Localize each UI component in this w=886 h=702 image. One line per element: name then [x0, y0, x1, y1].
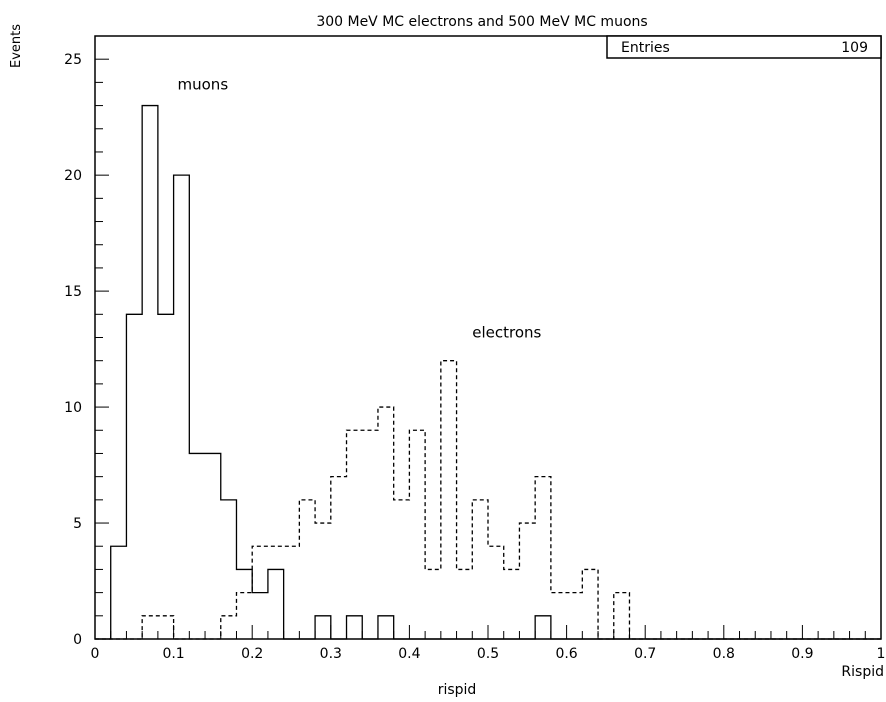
- histogram-bin: [582, 569, 598, 639]
- x-tick-label: 0: [91, 646, 100, 662]
- histogram-bin: [142, 106, 158, 639]
- y-tick-label: 0: [73, 632, 82, 648]
- histogram-bin: [409, 430, 425, 639]
- stats-box: Entries 109: [606, 35, 882, 59]
- x-tick-label: 0.8: [713, 646, 735, 662]
- histogram-bin: [331, 477, 347, 639]
- histogram-bin: [551, 593, 567, 639]
- x-axis-label: rispid: [438, 682, 477, 698]
- y-tick-label: 10: [64, 400, 82, 416]
- y-tick-label: 15: [64, 284, 82, 300]
- y-axis-label: Events: [9, 24, 24, 68]
- histogram-bin: [268, 546, 284, 639]
- x-tick-label: 0.5: [477, 646, 499, 662]
- histogram-bin: [519, 523, 535, 639]
- histogram-bin: [394, 500, 410, 639]
- series-outline: [95, 360, 881, 640]
- annotation-layer: muons electrons: [178, 75, 542, 341]
- histogram-bin: [441, 361, 457, 639]
- histogram-bin: [174, 175, 190, 639]
- histogram-bin: [236, 593, 252, 639]
- stats-box-value: 109: [841, 40, 868, 56]
- x-tick-label: 0.6: [555, 646, 577, 662]
- histogram-bin: [205, 453, 221, 639]
- histogram-bin: [252, 546, 268, 639]
- histogram-bin: [347, 430, 363, 639]
- histogram-bin: [158, 616, 174, 639]
- x-axis-name: Rispid: [841, 664, 884, 680]
- histogram-bin: [284, 546, 300, 639]
- y-tick-label: 5: [73, 516, 82, 532]
- histogram-bin: [362, 430, 378, 639]
- histogram-bin: [567, 593, 583, 639]
- x-tick-label: 0.3: [320, 646, 342, 662]
- histogram-bin: [111, 546, 127, 639]
- histogram-bin: [614, 593, 630, 639]
- stats-box-frame: [606, 35, 882, 59]
- histogram-bin: [221, 616, 237, 639]
- histogram-bin: [535, 477, 551, 639]
- histogram-bin: [472, 500, 488, 639]
- histogram-bin: [315, 523, 331, 639]
- y-tick-label: 20: [64, 168, 82, 184]
- series-layer: [95, 104, 881, 640]
- histogram-bin: [504, 569, 520, 639]
- histogram-bin: [158, 314, 174, 639]
- x-tick-label: 0.9: [791, 646, 813, 662]
- annotation-label: muons: [178, 75, 229, 93]
- x-tick-label: 0.7: [634, 646, 656, 662]
- series-muons: [95, 104, 881, 640]
- series-electrons: [95, 360, 881, 640]
- histogram-bin: [488, 546, 504, 639]
- x-tick-label: 0.1: [162, 646, 184, 662]
- y-tick-label: 25: [64, 52, 82, 68]
- series-outline: [95, 104, 881, 640]
- annotation-label: electrons: [472, 324, 541, 342]
- x-tick-label: 0.2: [241, 646, 263, 662]
- histogram-bin: [126, 314, 142, 639]
- chart-title: 300 MeV MC electrons and 500 MeV MC muon…: [316, 14, 647, 30]
- x-tick-label: 1: [877, 646, 886, 662]
- x-tick-label: 0.4: [398, 646, 420, 662]
- histogram-bin: [299, 500, 315, 639]
- stats-box-label: Entries: [621, 40, 670, 56]
- histogram-bin: [189, 453, 205, 639]
- histogram-bin: [142, 616, 158, 639]
- histogram-bin: [378, 407, 394, 639]
- histogram-bin: [457, 569, 473, 639]
- histogram-bin: [425, 569, 441, 639]
